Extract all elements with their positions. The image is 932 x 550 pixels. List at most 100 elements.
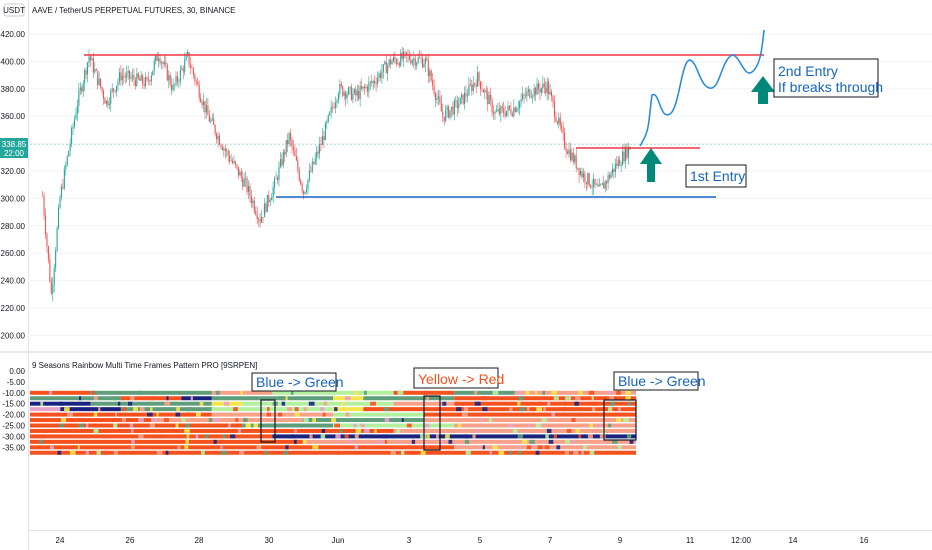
rainbow-speckle bbox=[562, 418, 568, 423]
candle-body bbox=[611, 168, 613, 174]
rainbow-segment bbox=[30, 407, 61, 412]
blue-green-label-box-2[interactable] bbox=[613, 371, 699, 391]
indicator-tick: -20.00 bbox=[2, 411, 25, 420]
candle-body bbox=[445, 110, 447, 121]
blue-green-label-box-1[interactable] bbox=[251, 372, 337, 392]
candle-body bbox=[529, 89, 531, 98]
candle-body bbox=[471, 84, 473, 91]
rainbow-speckle bbox=[575, 428, 580, 433]
candle-body bbox=[453, 100, 455, 115]
candle-body bbox=[290, 133, 292, 140]
rainbow-speckle bbox=[544, 445, 550, 450]
candle-body bbox=[582, 173, 584, 178]
candle-body bbox=[406, 52, 408, 56]
rainbow-speckle bbox=[277, 412, 283, 417]
rainbow-speckle bbox=[297, 423, 302, 428]
rainbow-speckle bbox=[40, 401, 44, 406]
candle-body bbox=[88, 56, 90, 63]
candle-body bbox=[49, 259, 51, 282]
highlight-box-2[interactable] bbox=[423, 395, 441, 451]
rainbow-speckle bbox=[581, 450, 584, 455]
candle-body bbox=[617, 159, 619, 167]
candle-body bbox=[266, 194, 268, 212]
yellow-red-label-box[interactable] bbox=[413, 367, 499, 389]
rainbow-speckle bbox=[131, 439, 135, 444]
candle-body bbox=[536, 83, 538, 95]
candle-body bbox=[555, 116, 557, 122]
rainbow-speckle bbox=[278, 396, 285, 401]
candle-body bbox=[71, 128, 73, 144]
candle-body bbox=[616, 163, 618, 167]
candle-body bbox=[226, 150, 228, 152]
time-tick: 26 bbox=[126, 536, 135, 545]
rainbow-speckle bbox=[592, 407, 596, 412]
candle-body bbox=[607, 175, 609, 184]
rainbow-speckle bbox=[420, 450, 426, 455]
candle-body bbox=[423, 64, 425, 68]
rainbow-speckle bbox=[528, 423, 531, 428]
highlight-box-3[interactable] bbox=[603, 399, 637, 441]
candle-body bbox=[308, 170, 310, 180]
candle-body bbox=[377, 78, 379, 85]
candle-body bbox=[623, 151, 625, 162]
first-entry-arrow-icon[interactable] bbox=[640, 148, 662, 182]
candle-body bbox=[578, 167, 580, 176]
rainbow-speckle bbox=[215, 390, 220, 395]
rainbow-speckle bbox=[482, 407, 488, 412]
rainbow-speckle bbox=[163, 418, 169, 423]
rainbow-speckle bbox=[41, 434, 46, 439]
rainbow-speckle bbox=[551, 390, 557, 395]
rainbow-speckle bbox=[383, 407, 389, 412]
candle-body bbox=[324, 123, 326, 141]
rainbow-speckle bbox=[60, 418, 67, 423]
candle-body bbox=[184, 60, 186, 72]
time-tick: Jun bbox=[332, 536, 345, 545]
projection-path[interactable] bbox=[639, 29, 765, 147]
rainbow-speckle bbox=[625, 396, 631, 401]
price-tick: 400.00 bbox=[1, 57, 26, 66]
rainbow-speckle bbox=[294, 412, 300, 417]
candle-body bbox=[143, 83, 145, 87]
rainbow-speckle bbox=[129, 396, 135, 401]
rainbow-speckle bbox=[465, 450, 471, 455]
candle-body bbox=[371, 81, 373, 84]
rainbow-speckle bbox=[285, 445, 289, 450]
candle-body bbox=[598, 185, 600, 187]
rainbow-speckle bbox=[598, 423, 601, 428]
candle-body bbox=[321, 136, 323, 146]
candle-body bbox=[559, 117, 561, 126]
candle-body bbox=[353, 89, 355, 94]
second-entry-box[interactable] bbox=[773, 58, 879, 98]
rainbow-speckle bbox=[578, 412, 583, 417]
rainbow-speckle bbox=[223, 401, 230, 406]
first-entry-box[interactable] bbox=[685, 164, 747, 188]
indicator-tick: -25.00 bbox=[2, 422, 25, 431]
candle-body bbox=[556, 121, 558, 124]
rainbow-speckle bbox=[345, 412, 350, 417]
highlight-box-1[interactable] bbox=[260, 399, 276, 443]
rainbow-segment bbox=[30, 423, 243, 428]
candle-body bbox=[459, 97, 461, 105]
candle-body bbox=[487, 91, 489, 105]
second-entry-arrow-icon[interactable] bbox=[751, 76, 775, 104]
candle-body bbox=[205, 105, 207, 113]
candle-body bbox=[388, 59, 390, 66]
rainbow-speckle bbox=[321, 428, 326, 433]
rainbow-speckle bbox=[112, 396, 117, 401]
candle-body bbox=[443, 116, 445, 121]
candle-body bbox=[374, 81, 376, 84]
rainbow-speckle bbox=[117, 401, 121, 406]
time-tick: 12:00 bbox=[731, 536, 752, 545]
currency-badge[interactable] bbox=[3, 3, 25, 17]
rainbow-speckle bbox=[121, 418, 126, 423]
candle-body bbox=[551, 91, 553, 97]
rainbow-speckle bbox=[401, 450, 405, 455]
candle-body bbox=[408, 54, 410, 60]
candle-body bbox=[123, 75, 125, 77]
rainbow-speckle bbox=[591, 396, 594, 401]
rainbow-segment bbox=[333, 412, 424, 417]
candle-body bbox=[311, 161, 313, 172]
rainbow-speckle bbox=[472, 434, 476, 439]
candle-body bbox=[155, 55, 157, 62]
